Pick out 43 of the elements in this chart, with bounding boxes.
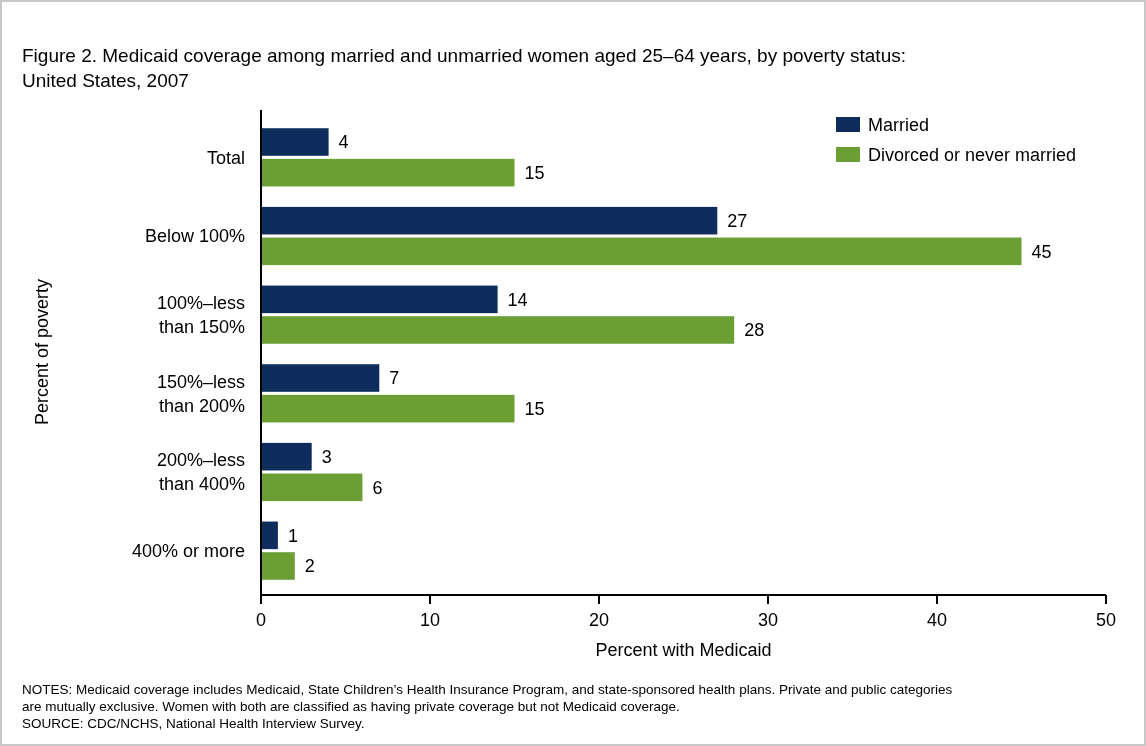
data-label: 27 [727,210,748,231]
y-tick-label: 100%–less than 150% [156,292,245,337]
source-note: SOURCE: CDC/NCHS, National Health Interview Survey. [22,716,365,731]
x-axis-title: Percent with Medicaid [595,640,772,660]
legend-label: Divorced or never married [868,145,1077,166]
bar [261,552,295,580]
data-label: 15 [524,162,545,183]
bar [261,394,515,423]
bar [261,364,380,392]
x-tick-label: 40 [926,610,948,630]
data-label: 15 [524,398,545,419]
x-tick-label: 30 [757,610,779,630]
bar [261,285,498,314]
text: NOTES: Medicaid coverage includes Medicaid, State Children’s Health Insurance Program, and state-sponsored health plans. Private and public categories are mutually exclusive. Women with both are classified as having private coverage but not Medicaid coverage. [22,682,953,714]
x-tick-label: 10 [419,610,441,630]
bar [261,128,329,156]
bar [261,158,515,187]
data-label: 14 [507,289,528,310]
chart-title: Figure 2. Medicaid coverage among married and unmarried women aged 25–64 years, by poverty status: United States, 2007 [22,45,906,91]
y-tick-label: 150%–less than 200% [156,371,245,416]
data-label: 4 [338,132,349,153]
bar [261,442,312,471]
y-axis-title: Percent of poverty [32,278,52,426]
y-tick-label: 400% or more [131,540,245,561]
y-tick-label: 200%–less than 400% [156,450,245,495]
data-label: 2 [304,556,315,577]
bar [261,521,278,550]
y-tick-label: Total [206,147,245,168]
data-label: 45 [1031,241,1052,262]
bar [261,206,718,235]
bar [261,237,1022,266]
x-tick-label: 50 [1095,610,1117,630]
x-tick-label: 20 [588,610,610,630]
x-tick-label: 0 [255,610,267,630]
bar [261,316,735,344]
bar [261,473,363,502]
data-label: 28 [744,320,765,341]
y-tick-label: Below 100% [144,226,245,247]
data-label: 7 [389,368,400,389]
data-label: 1 [287,525,298,546]
data-label: 3 [321,446,332,467]
legend-label: Married [868,115,930,136]
data-label: 6 [372,477,383,498]
